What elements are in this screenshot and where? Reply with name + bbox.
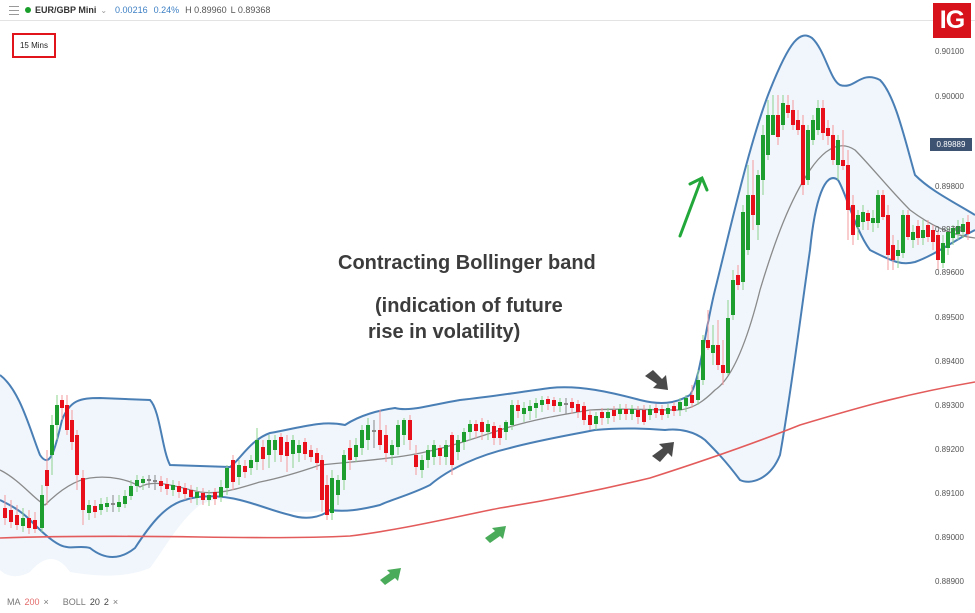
y-tick-5: 0.89500 [935,313,964,322]
y-tick-8: 0.89200 [935,445,964,454]
candlesticks [3,95,970,534]
current-price-tag: 0.89889 [930,138,972,151]
market-open-icon [25,7,31,13]
y-tick-4: 0.89600 [935,268,964,277]
price-change: 0.00216 [115,5,148,15]
bollinger-upper-band [0,34,975,469]
annotation-line-3: rise in volatility) [368,321,521,343]
menu-icon[interactable] [9,5,19,15]
ma200-line [0,381,975,539]
session-high: H 0.89960 [185,5,227,15]
y-tick-0: 0.90100 [935,47,964,56]
squeeze-arrow-top-icon [645,370,668,390]
y-tick-10: 0.89000 [935,533,964,542]
ma-trend-arrow-1-icon [380,568,401,585]
timeframe-label[interactable]: 15 Mins [12,33,56,58]
price-change-pct: 0.24% [153,5,180,15]
chart-annotation: Contracting Bollinger band (indication o… [338,250,596,345]
y-tick-1: 0.90000 [935,92,964,101]
bollinger-band-fill [0,35,975,577]
y-tick-9: 0.89100 [935,489,964,498]
rally-arrow-icon [678,175,709,238]
ma-trend-arrow-2-icon [485,526,506,543]
indicator-legend: MA 200 × BOLL 20 2 × [7,597,118,607]
bollinger-lower-band [0,177,975,558]
ma-label[interactable]: MA [7,597,21,607]
annotation-line-2: (indication of future [375,295,563,317]
boll-period[interactable]: 20 [89,597,100,607]
squeeze-arrow-bottom-icon [652,442,674,462]
boll-remove-icon[interactable]: × [112,597,119,607]
ma-period[interactable]: 200 [24,597,40,607]
chevron-down-icon[interactable]: ⌄ [100,5,108,15]
ig-logo: IG [933,3,971,38]
y-tick-6: 0.89400 [935,357,964,366]
bollinger-middle-band [0,145,975,506]
ma-remove-icon[interactable]: × [43,597,49,607]
y-tick-3: 0.89700 [935,225,964,234]
boll-deviation[interactable]: 2 [103,597,109,607]
instrument-toolbar: EUR/GBP Mini ⌄ 0.00216 0.24% H 0.89960 L… [0,0,975,21]
instrument-name[interactable]: EUR/GBP Mini [35,5,97,15]
session-low: L 0.89368 [230,5,271,15]
y-tick-2: 0.89800 [935,182,964,191]
y-tick-7: 0.89300 [935,401,964,410]
annotation-line-1: Contracting Bollinger band [338,252,596,274]
boll-label[interactable]: BOLL [62,597,86,607]
y-tick-11: 0.88900 [935,577,964,586]
